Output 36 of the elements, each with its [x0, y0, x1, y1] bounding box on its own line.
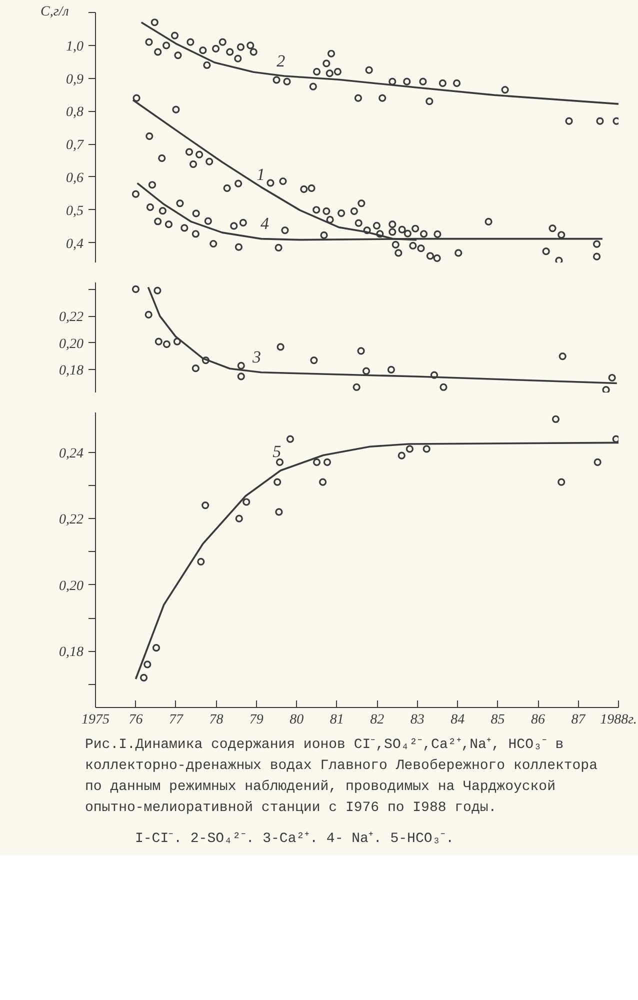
x-tick-label: 81 — [330, 712, 344, 728]
y-tick-label: 0,6 — [66, 170, 84, 186]
y-tick-label: 1,0 — [66, 39, 84, 54]
text: I-CI⁻. 2-SO₄²⁻. 3-Ca²⁺. 4- Na⁺. 5-HCO₃⁻. — [135, 830, 454, 849]
x-tick-label: 85 — [490, 712, 505, 728]
y-tick-label: 0,20 — [59, 336, 84, 352]
y-tick-label: 0,18 — [59, 364, 84, 379]
y-tick-label: 0,18 — [59, 645, 84, 660]
annotation: 1 — [256, 165, 265, 184]
y-tick-label: 0,20 — [59, 578, 84, 594]
x-tick-label: 1988г. — [600, 712, 637, 728]
x-tick-label: 79 — [249, 712, 264, 728]
y-tick-label: 0,22 — [59, 310, 84, 326]
x-tick-label: 1975 — [82, 712, 110, 728]
annotation: 5 — [272, 442, 282, 462]
x-tick-label: 76 — [128, 712, 143, 728]
x-tick-label: 82 — [370, 712, 384, 728]
y-tick-label: 0,8 — [66, 105, 84, 120]
annotation: 3 — [251, 347, 261, 366]
annotation: 4 — [260, 214, 270, 233]
x-tick-label: 80 — [290, 712, 304, 728]
y-tick-label: 0,4 — [66, 236, 84, 252]
text: Рис.I.Динамика содержания ионов CI⁻,SO₄²⁻,Ca²⁺,Na⁺, HCO₃⁻ в коллекторно-дренажных водах Главного Левобережного коллектора по данным режимных наблюдений, проводимых на Чарджоуской опытно-мелиоративной станции с I976 по I988 годы. — [85, 736, 598, 818]
annotation: 2 — [276, 52, 286, 71]
y-tick-label: 0,22 — [59, 512, 84, 528]
x-tick-label: 77 — [168, 712, 184, 728]
y-tick-label: 0,24 — [59, 446, 84, 462]
y-tick-label: 0,5 — [66, 204, 84, 219]
y-axis-title: C,г/л — [40, 4, 69, 20]
y-tick-label: 0,7 — [66, 138, 84, 154]
x-tick-label: 78 — [209, 712, 224, 728]
x-tick-label: 83 — [410, 712, 424, 728]
y-tick-label: 0,9 — [66, 72, 84, 88]
x-tick-label: 87 — [571, 712, 586, 728]
x-tick-label: 86 — [531, 712, 546, 728]
x-tick-label: 84 — [450, 712, 465, 728]
